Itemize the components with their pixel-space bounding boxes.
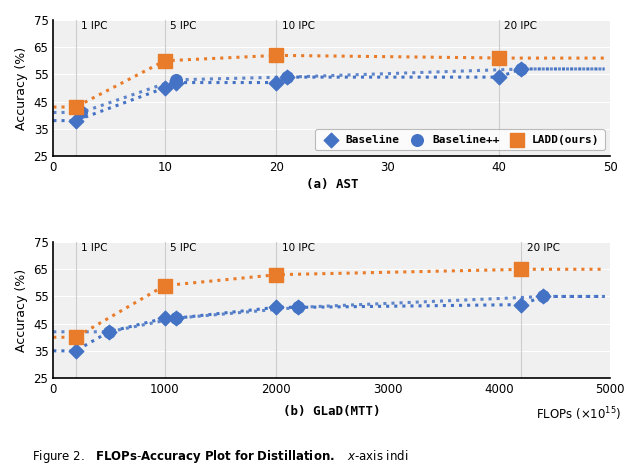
Baseline (70, 347, 81, 354)
Baseline (171, 79, 181, 86)
LADD(ours) (159, 57, 170, 65)
LADD(ours) (516, 265, 526, 273)
LADD(ours) (159, 282, 170, 289)
Baseline++ (76, 109, 86, 116)
Y-axis label: Accuracy (%): Accuracy (%) (15, 269, 28, 352)
Baseline (271, 79, 281, 86)
Baseline (159, 84, 170, 92)
Baseline (104, 328, 114, 336)
Text: 20 IPC: 20 IPC (504, 21, 538, 31)
LADD(ours) (271, 51, 281, 59)
Baseline (516, 301, 526, 308)
Baseline (70, 117, 81, 125)
Baseline (171, 314, 181, 322)
LADD(ours) (70, 103, 81, 111)
Text: 5 IPC: 5 IPC (170, 244, 196, 253)
Baseline++ (282, 73, 292, 81)
Baseline++ (171, 314, 181, 322)
Baseline (159, 314, 170, 322)
Baseline (493, 73, 504, 81)
Legend: Baseline, Baseline++, LADD(ours): Baseline, Baseline++, LADD(ours) (315, 129, 605, 151)
Text: 1 IPC: 1 IPC (81, 244, 108, 253)
Text: (a) AST: (a) AST (305, 178, 358, 191)
Baseline++ (171, 76, 181, 84)
Baseline++ (538, 293, 548, 300)
Text: Figure 2.   $\bf{FLOPs\text{-}Accuracy\ Plot\ for\ Distillation.}$   $x$-axis in: Figure 2. $\bf{FLOPs\text{-}Accuracy\ Pl… (32, 448, 408, 465)
Baseline (538, 293, 548, 300)
LADD(ours) (271, 271, 281, 278)
Baseline++ (516, 65, 526, 73)
Baseline (271, 303, 281, 311)
Baseline (282, 73, 292, 81)
Baseline (293, 303, 303, 311)
Text: 10 IPC: 10 IPC (282, 244, 315, 253)
LADD(ours) (493, 54, 504, 62)
Text: 5 IPC: 5 IPC (170, 21, 196, 31)
LADD(ours) (70, 334, 81, 341)
Baseline (516, 65, 526, 73)
Text: 20 IPC: 20 IPC (527, 244, 560, 253)
Text: (b) GLaD(MTT): (b) GLaD(MTT) (283, 405, 381, 418)
Text: 10 IPC: 10 IPC (282, 21, 315, 31)
Baseline++ (293, 303, 303, 311)
Baseline++ (104, 328, 114, 336)
Y-axis label: Accuracy (%): Accuracy (%) (15, 46, 28, 129)
Text: 1 IPC: 1 IPC (81, 21, 108, 31)
Text: FLOPs ($\times 10^{15}$): FLOPs ($\times 10^{15}$) (536, 405, 621, 423)
